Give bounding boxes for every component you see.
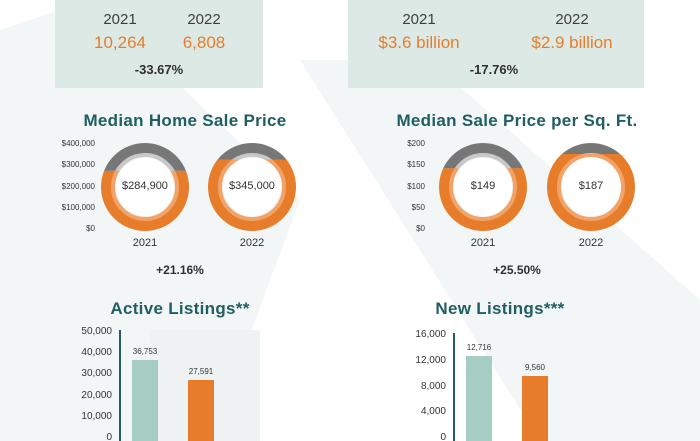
price-per-sqft-title: Median Sale Price per Sq. Ft. <box>396 111 638 130</box>
dollar-volume-value-2021: $3.6 billion <box>378 33 460 52</box>
bar-value-label: 12,716 <box>466 343 492 353</box>
y-tick-label: 8,000 <box>420 380 446 392</box>
y-tick-label: $0 <box>416 224 425 233</box>
donut-year-label: 2022 <box>239 237 265 249</box>
bar-2022 <box>522 376 548 441</box>
y-tick-label: 30,000 <box>81 368 112 380</box>
y-tick-label: 20,000 <box>81 389 112 401</box>
active-listings-title: Active Listings** <box>110 299 250 318</box>
y-axis-line <box>453 333 455 441</box>
y-tick-label: 40,000 <box>81 347 112 359</box>
dollar-volume-change: -17.76% <box>469 62 519 77</box>
price-per-sqft-donut-2021 <box>439 143 527 231</box>
home-sales-value-2021: 10,264 <box>94 33 146 52</box>
home-sales-year-2021: 2021 <box>103 11 137 28</box>
y-tick-label: 0 <box>106 432 112 441</box>
dollar-volume-value-2022: $2.9 billion <box>531 33 613 52</box>
bar-value-label: 9,560 <box>524 363 546 373</box>
new-listings-title: New Listings*** <box>435 299 565 318</box>
home-sales-year-2022: 2022 <box>187 11 221 28</box>
donut-year-label: 2021 <box>132 237 158 249</box>
y-tick-label: 4,000 <box>420 406 446 418</box>
bar-2021 <box>132 360 158 441</box>
home-sales-change: -33.67% <box>134 62 184 77</box>
median-price-change: +21.16% <box>156 263 204 277</box>
y-tick-label: $50 <box>411 202 425 212</box>
y-tick-label: 12,000 <box>415 354 446 366</box>
bar-2022 <box>188 379 214 441</box>
home-sales-stat-box: 2021 2022 10,264 6,808 -33.67% <box>55 0 263 88</box>
bar-value-label: 36,753 <box>132 347 158 357</box>
dollar-volume-stat-box: 2021 2022 $3.6 billion $2.9 billion -17.… <box>348 0 644 88</box>
median-price-title: Median Home Sale Price <box>83 111 287 130</box>
bar-2021 <box>466 356 492 441</box>
dollar-volume-year-2021: 2021 <box>402 11 436 28</box>
donut-year-label: 2022 <box>578 237 604 249</box>
donut-value-label: $345,000 <box>229 180 275 192</box>
median-price-donut-2021 <box>101 143 189 231</box>
y-tick-label: $100,000 <box>61 202 95 212</box>
home-sales-value-2022: 6,808 <box>182 33 226 52</box>
donut-value-label: $284,900 <box>122 180 168 192</box>
y-tick-label: $300,000 <box>61 160 95 170</box>
y-tick-label: $0 <box>86 224 95 233</box>
donut-value-label: $149 <box>470 180 496 192</box>
y-tick-label: $200 <box>407 139 425 148</box>
y-tick-label: $400,000 <box>61 139 95 148</box>
y-tick-label: 50,000 <box>81 326 112 337</box>
donut-value-label: $187 <box>578 180 604 192</box>
y-tick-label: $100 <box>407 181 425 191</box>
y-tick-label: $200,000 <box>61 181 95 191</box>
dollar-volume-year-2022: 2022 <box>555 11 589 28</box>
donut-year-label: 2021 <box>470 237 496 249</box>
price-per-sqft-donut-2022 <box>547 143 635 231</box>
y-tick-label: 0 <box>440 432 446 441</box>
y-axis-line <box>119 330 121 441</box>
y-tick-label: 10,000 <box>81 410 112 422</box>
y-tick-label: 16,000 <box>415 329 446 340</box>
y-tick-label: $150 <box>407 160 425 170</box>
bar-value-label: 27,591 <box>188 366 214 376</box>
price-per-sqft-change: +25.50% <box>493 263 541 277</box>
median-price-donut-2022 <box>208 143 296 231</box>
